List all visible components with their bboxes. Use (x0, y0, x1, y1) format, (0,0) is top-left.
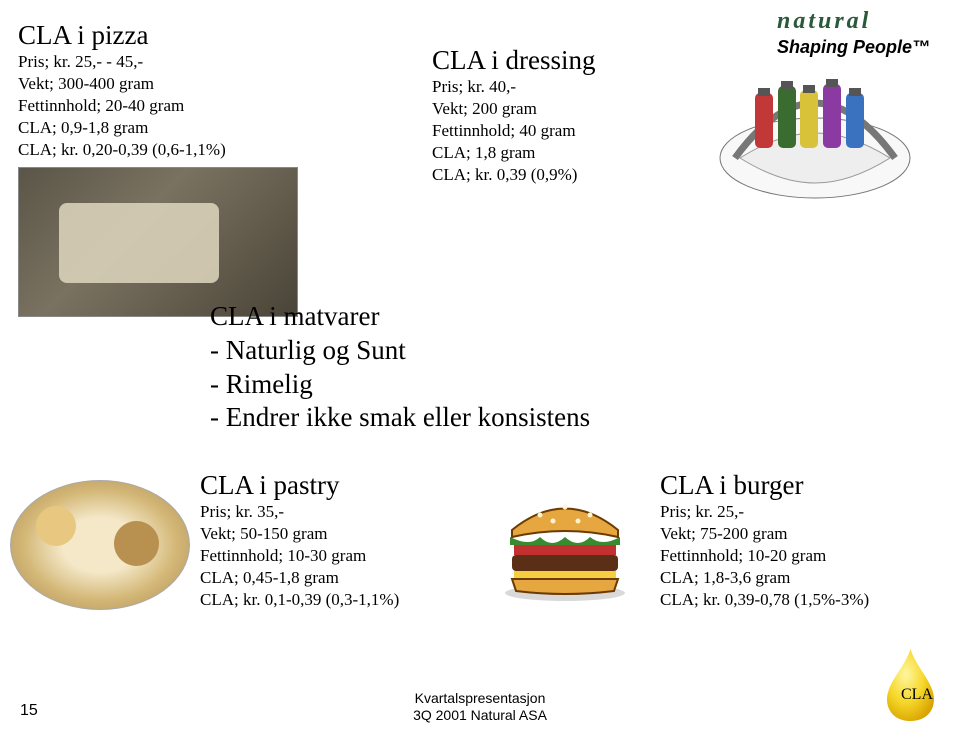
pizza-block: CLA i pizza Pris; kr. 25,- - 45,- Vekt; … (18, 20, 318, 317)
pastry-cla: CLA; 0,45-1,8 gram (200, 567, 490, 589)
cla-drop-icon (883, 647, 938, 722)
dressing-weight: Vekt; 200 gram (432, 98, 682, 120)
center-summary: CLA i matvarer - Naturlig og Sunt - Rime… (210, 300, 810, 435)
center-line-4: - Endrer ikke smak eller konsistens (210, 401, 810, 435)
pizza-weight: Vekt; 300-400 gram (18, 73, 318, 95)
cla-drop-label: CLA (901, 686, 933, 704)
pastry-price: Pris; kr. 35,- (200, 501, 490, 523)
burger-weight: Vekt; 75-200 gram (660, 523, 950, 545)
burger-fat: Fettinnhold; 10-20 gram (660, 545, 950, 567)
pastry-weight: Vekt; 50-150 gram (200, 523, 490, 545)
pizza-cla-price: CLA; kr. 0,20-0,39 (0,6-1,1%) (18, 139, 318, 161)
pastry-title: CLA i pastry (200, 470, 490, 501)
footer-line-2: 3Q 2001 Natural ASA (0, 707, 960, 724)
center-line-3: - Rimelig (210, 368, 810, 402)
burger-block: CLA i burger Pris; kr. 25,- Vekt; 75-200… (660, 470, 950, 611)
burger-price: Pris; kr. 25,- (660, 501, 950, 523)
pizza-image (18, 167, 298, 317)
burger-cla: CLA; 1,8-3,6 gram (660, 567, 950, 589)
dressing-title: CLA i dressing (432, 45, 682, 76)
footer-line-1: Kvartalspresentasjon (0, 690, 960, 707)
burger-cla-price: CLA; kr. 0,39-0,78 (1,5%-3%) (660, 589, 950, 611)
center-line-1: CLA i matvarer (210, 300, 810, 334)
pizza-title: CLA i pizza (18, 20, 318, 51)
pizza-price: Pris; kr. 25,- - 45,- (18, 51, 318, 73)
dressing-price: Pris; kr. 40,- (432, 76, 682, 98)
pastry-fat: Fettinnhold; 10-30 gram (200, 545, 490, 567)
pastry-block: CLA i pastry Pris; kr. 35,- Vekt; 50-150… (200, 470, 490, 611)
brand-logo-text: natural (777, 8, 930, 35)
pastry-image (10, 480, 190, 610)
pizza-fat: Fettinnhold; 20-40 gram (18, 95, 318, 117)
burger-image (490, 475, 640, 605)
pizza-cla: CLA; 0,9-1,8 gram (18, 117, 318, 139)
center-line-2: - Naturlig og Sunt (210, 334, 810, 368)
pastry-cla-price: CLA; kr. 0,1-0,39 (0,3-1,1%) (200, 589, 490, 611)
dressing-fat: Fettinnhold; 40 gram (432, 120, 682, 142)
slide-footer: Kvartalspresentasjon 3Q 2001 Natural ASA (0, 690, 960, 724)
burger-title: CLA i burger (660, 470, 950, 501)
dressing-cla-price: CLA; kr. 0,39 (0,9%) (432, 164, 682, 186)
dressing-basket-image (700, 38, 930, 208)
dressing-cla: CLA; 1,8 gram (432, 142, 682, 164)
dressing-block: CLA i dressing Pris; kr. 40,- Vekt; 200 … (432, 45, 682, 186)
